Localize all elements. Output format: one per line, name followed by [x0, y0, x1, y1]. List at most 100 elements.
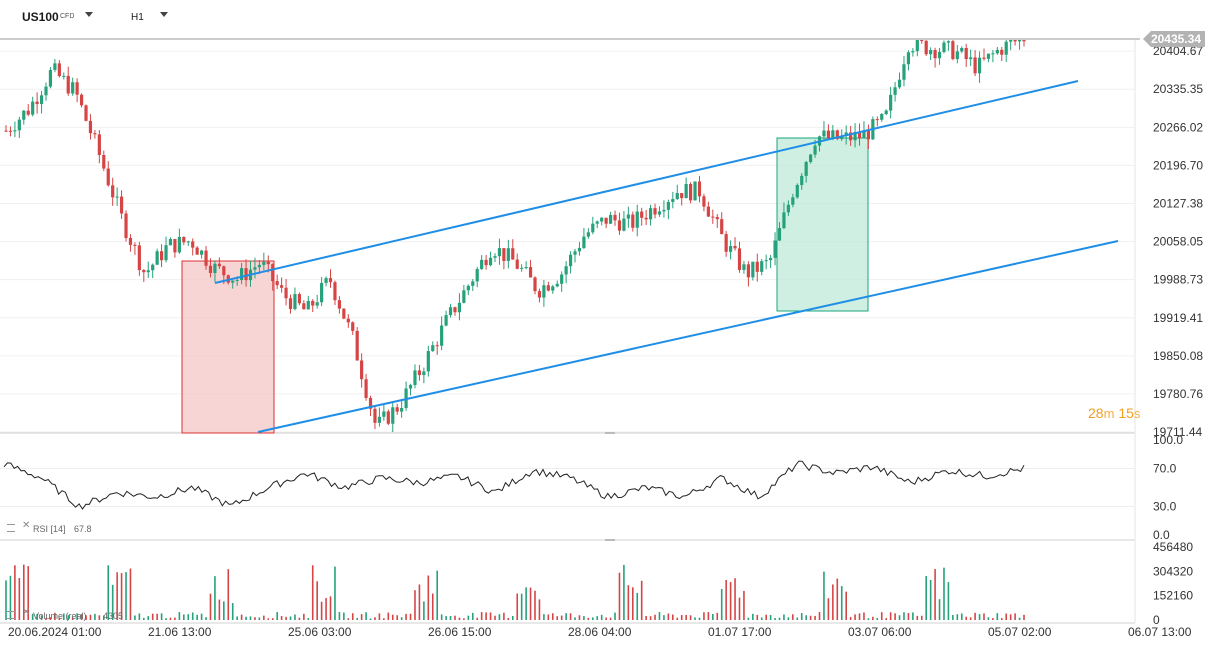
candle-body	[511, 248, 515, 260]
timeframe-selector[interactable]: H1	[131, 12, 144, 23]
candle-body	[151, 264, 155, 271]
candle-body	[662, 209, 666, 212]
candle-body	[897, 79, 902, 88]
volume-settings-icon[interactable]	[7, 611, 15, 619]
candle-body	[915, 40, 919, 52]
candle-body	[640, 211, 644, 218]
candle-body	[884, 110, 888, 115]
candle-body	[191, 241, 195, 248]
candle-body	[275, 281, 279, 286]
candle-body	[182, 236, 186, 243]
candle-body	[680, 193, 684, 199]
candle-body	[355, 330, 359, 361]
candle-body	[26, 110, 30, 115]
candle-body	[93, 133, 97, 135]
candle-body	[57, 63, 61, 77]
candle-body	[644, 217, 648, 220]
candle-body	[106, 168, 110, 186]
countdown-seconds: 15	[1118, 405, 1134, 421]
candle-body	[306, 300, 310, 310]
candle-body	[773, 240, 777, 258]
rsi-close-icon[interactable]: ✕	[22, 520, 31, 531]
y-tick-label: 19919.41	[1153, 311, 1203, 325]
candle-body	[493, 256, 497, 258]
candle-body	[840, 135, 844, 140]
candle-body	[893, 87, 897, 95]
candle-body	[729, 246, 733, 252]
candle-body	[44, 86, 48, 96]
candle-body	[448, 307, 453, 316]
timeframe-dropdown-icon[interactable]	[160, 12, 168, 17]
candle-body	[542, 285, 546, 298]
candle-body	[724, 234, 728, 252]
candle-body	[217, 263, 221, 267]
candle-body	[969, 57, 973, 60]
candle-body	[586, 232, 590, 237]
y-tick-label: 20404.67	[1153, 44, 1203, 58]
candle-body	[4, 130, 8, 132]
candle-body	[804, 162, 808, 176]
volume-close-icon[interactable]: ✕	[22, 607, 31, 618]
symbol-dropdown-icon[interactable]	[85, 12, 93, 17]
candle-body	[435, 345, 439, 347]
candle-body	[857, 132, 862, 139]
candle-body	[866, 130, 871, 140]
y-tick-label: 20127.38	[1153, 196, 1203, 210]
symbol-name[interactable]: US100	[22, 10, 59, 24]
candle-body	[515, 259, 519, 269]
candle-body	[177, 236, 181, 253]
candle-body	[302, 303, 306, 310]
candle-body	[386, 411, 390, 424]
candle-body	[1013, 40, 1017, 42]
candle-body	[582, 236, 586, 248]
countdown-seconds-unit: s	[1133, 406, 1141, 421]
candle-countdown: 28m 15s	[1088, 405, 1140, 421]
y-tick-label: 20058.05	[1153, 235, 1203, 249]
countdown-minutes-unit: m	[1103, 406, 1115, 421]
candle-body	[706, 206, 710, 217]
candle-body	[395, 407, 399, 412]
candle-body	[128, 238, 133, 245]
candle-body	[902, 64, 906, 80]
candle-body	[471, 281, 475, 286]
candle-body	[831, 130, 835, 138]
y-tick-label: 20266.02	[1153, 120, 1203, 134]
candle-body	[53, 63, 57, 70]
candle-body	[333, 282, 337, 301]
volume-tick-label: 304320	[1153, 564, 1193, 578]
candle-body	[822, 130, 826, 137]
candle-body	[715, 217, 719, 220]
candle-body	[764, 260, 768, 262]
time-axis-label: 03.07 06:00	[848, 625, 912, 639]
candle-body	[408, 385, 413, 389]
time-axis-label: 28.06 04:00	[568, 625, 632, 639]
candle-body	[946, 41, 951, 43]
candle-body	[853, 132, 857, 141]
candle-body	[684, 183, 688, 199]
candle-body	[97, 134, 101, 156]
candle-body	[426, 351, 430, 372]
candle-body	[906, 52, 911, 65]
candle-body	[462, 290, 466, 303]
candle-body	[373, 408, 377, 423]
candle-body	[346, 318, 350, 323]
candle-body	[88, 120, 93, 134]
candle-body	[973, 57, 977, 74]
rsi-tick-label: 70.0	[1153, 462, 1177, 476]
candle-body	[875, 119, 879, 121]
rsi-settings-icon[interactable]	[7, 524, 15, 532]
candle-body	[577, 247, 582, 252]
candle-body	[475, 269, 479, 282]
candle-body	[520, 267, 524, 269]
time-axis-label: 05.07 02:00	[988, 625, 1052, 639]
candle-body	[889, 94, 893, 111]
candle-body	[457, 302, 462, 313]
candle-body	[13, 130, 17, 132]
candle-body	[862, 130, 866, 139]
volume-tick-label: 0	[1153, 613, 1160, 627]
panel-resize-handle	[605, 539, 615, 541]
candle-body	[849, 132, 853, 141]
panel-resize-handle	[605, 432, 615, 434]
candle-body	[66, 75, 70, 94]
